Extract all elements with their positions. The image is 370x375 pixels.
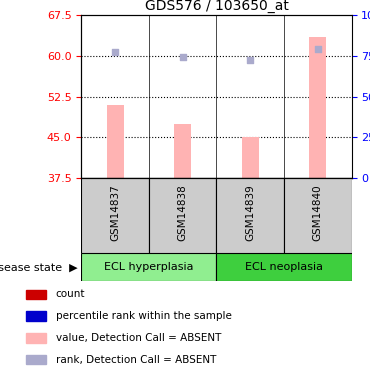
Text: ECL hyperplasia: ECL hyperplasia	[104, 262, 194, 272]
Bar	[81, 253, 216, 281]
Bar	[26, 333, 46, 343]
Bar	[284, 178, 352, 253]
Bar	[242, 137, 259, 178]
Text: GSM14837: GSM14837	[110, 184, 120, 241]
Bar	[26, 312, 46, 321]
Bar	[107, 105, 124, 178]
Text: GSM14839: GSM14839	[245, 184, 255, 241]
Bar	[26, 290, 46, 299]
Text: rank, Detection Call = ABSENT: rank, Detection Call = ABSENT	[56, 355, 216, 365]
Text: ECL neoplasia: ECL neoplasia	[245, 262, 323, 272]
Text: GSM14838: GSM14838	[178, 184, 188, 241]
Bar	[81, 178, 149, 253]
Text: disease state  ▶: disease state ▶	[0, 262, 78, 272]
Point	[112, 49, 118, 55]
Bar	[149, 178, 216, 253]
Text: percentile rank within the sample: percentile rank within the sample	[56, 311, 231, 321]
Point	[315, 46, 321, 52]
Text: value, Detection Call = ABSENT: value, Detection Call = ABSENT	[56, 333, 221, 343]
Point	[247, 57, 253, 63]
Title: GDS576 / 103650_at: GDS576 / 103650_at	[145, 0, 288, 13]
Bar	[174, 124, 191, 178]
Bar	[216, 253, 352, 281]
Text: GSM14840: GSM14840	[313, 184, 323, 241]
Bar	[309, 37, 326, 178]
Bar	[26, 355, 46, 364]
Bar	[216, 178, 284, 253]
Point	[180, 54, 186, 60]
Text: count: count	[56, 290, 85, 299]
